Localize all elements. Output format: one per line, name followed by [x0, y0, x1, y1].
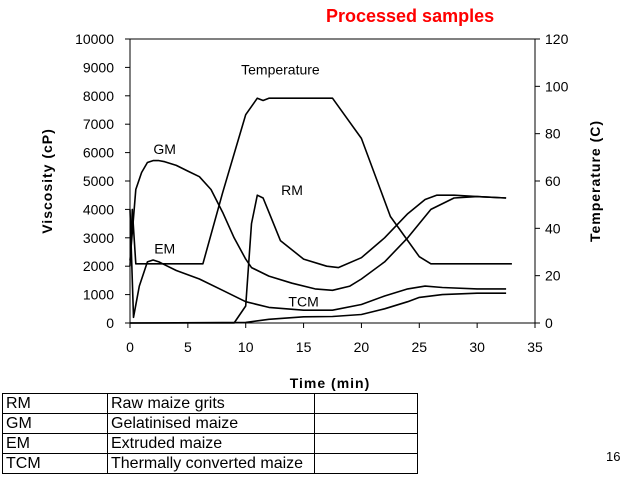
- page-number: 16: [606, 449, 621, 464]
- series-line-temperature: [129, 97, 512, 267]
- series-label-temperature: Temperature: [241, 62, 320, 78]
- y2-axis-title: Temperature (C): [587, 120, 603, 242]
- table-row: RM Raw maize grits: [2, 393, 418, 414]
- series-line-gm: [129, 159, 507, 292]
- x-tick-label: 15: [296, 339, 312, 355]
- y-tick-label: 9000: [83, 59, 114, 75]
- abbr-cell: TCM: [2, 453, 108, 474]
- name-cell: Extruded maize: [107, 433, 315, 454]
- x-tick-label: 10: [238, 339, 254, 355]
- table-row: EM Extruded maize: [2, 433, 418, 454]
- y2-tick-label: 40: [545, 220, 561, 236]
- series-label-rm: RM: [281, 182, 303, 198]
- x-tick-label: 0: [126, 339, 134, 355]
- name-cell: Thermally converted maize: [107, 453, 315, 474]
- y2-tick-label: 20: [545, 268, 561, 284]
- y-tick-label: 10000: [75, 31, 114, 47]
- x-axis-title: Time (min): [290, 375, 371, 391]
- y-tick-label: 1000: [83, 287, 114, 303]
- y-tick-label: 4000: [83, 201, 114, 217]
- y2-tick-label: 80: [545, 126, 561, 142]
- y-tick-label: 2000: [83, 258, 114, 274]
- x-tick-label: 25: [411, 339, 427, 355]
- series-label-em: EM: [154, 240, 175, 256]
- table-row: GM Gelatinised maize: [2, 413, 418, 434]
- x-tick-label: 5: [184, 339, 192, 355]
- series-label-tcm: TCM: [288, 294, 318, 310]
- extra-cell: [314, 393, 418, 414]
- viscosity-temperature-chart: 0 5 10 15 20 25 30 3501000200030004000500060007…: [39, 31, 603, 391]
- extra-cell: [314, 433, 418, 454]
- series-label-gm: GM: [153, 141, 176, 157]
- y2-tick-label: 60: [545, 173, 561, 189]
- tick-layer: 0 5 10 15 20 25 30 3501000200030004000500060007…: [75, 31, 569, 355]
- name-cell: Gelatinised maize: [107, 413, 315, 434]
- sample-legend-table: RM Raw maize grits GM Gelatinised maize …: [2, 393, 418, 474]
- series-line-rm: [130, 194, 507, 324]
- extra-cell: [314, 453, 418, 474]
- table-row: TCM Thermally converted maize: [2, 453, 418, 474]
- slide-title: Processed samples: [326, 6, 495, 26]
- y2-tick-label: 120: [545, 31, 569, 47]
- extra-cell: [314, 413, 418, 434]
- y-tick-label: 7000: [83, 116, 114, 132]
- y2-tick-label: 0: [545, 315, 553, 331]
- name-cell: Raw maize grits: [107, 393, 315, 414]
- series-layer: [129, 97, 512, 324]
- y-tick-label: 3000: [83, 230, 114, 246]
- x-tick-label: 20: [354, 339, 370, 355]
- series-line-tcm: [129, 292, 507, 324]
- x-tick-label: 30: [469, 339, 485, 355]
- abbr-cell: RM: [2, 393, 108, 414]
- x-tick-label: 35: [527, 339, 543, 355]
- abbr-cell: EM: [2, 433, 108, 454]
- y-tick-label: 6000: [83, 145, 114, 161]
- plot-area: [129, 38, 536, 324]
- y-tick-label: 0: [106, 315, 114, 331]
- y2-tick-label: 100: [545, 78, 569, 94]
- y-tick-label: 5000: [83, 173, 114, 189]
- abbr-cell: GM: [2, 413, 108, 434]
- series-label-layer: Temperature GM EM RM TCM: [153, 62, 320, 310]
- y-tick-label: 8000: [83, 88, 114, 104]
- y-axis-title: Viscosity (cP): [39, 128, 55, 234]
